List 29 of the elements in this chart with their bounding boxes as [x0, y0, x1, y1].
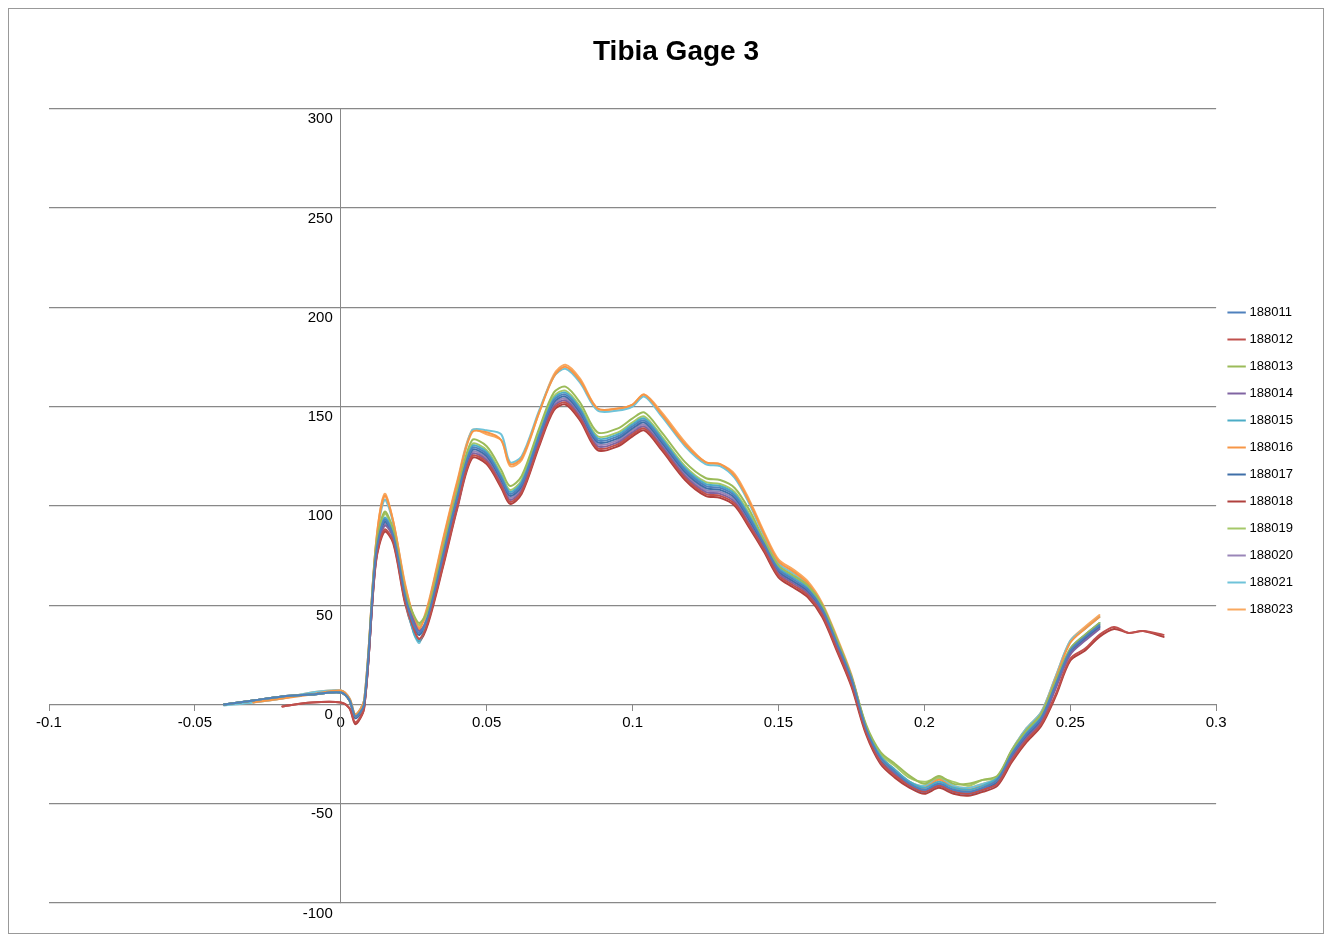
x-tick-label: 0.3	[1205, 712, 1227, 730]
x-tick-label: 0.2	[913, 712, 935, 730]
legend-label: 188019	[1249, 520, 1294, 536]
y-tick-label: 50	[316, 605, 333, 623]
legend-label: 188015	[1249, 412, 1294, 428]
x-tick-label: -0.05	[177, 712, 212, 730]
legend-label: 188014	[1249, 385, 1294, 401]
y-tick-label: 150	[307, 407, 333, 425]
legend-label: 188021	[1249, 574, 1294, 590]
legend-label: 188016	[1249, 439, 1294, 455]
legend-label: 188020	[1249, 547, 1294, 563]
legend-label: 188011	[1249, 304, 1293, 320]
y-tick-label: 100	[307, 506, 333, 524]
x-tick-label: 0.15	[763, 712, 794, 730]
x-tick-label: 0.05	[472, 712, 502, 730]
legend-label: 188023	[1249, 601, 1294, 617]
legend-label: 188018	[1249, 493, 1294, 509]
y-tick-label: -100	[302, 903, 333, 921]
x-tick-label: 0.1	[622, 712, 643, 730]
legend-label: 188013	[1249, 358, 1294, 374]
y-tick-label: 300	[307, 109, 333, 127]
legend-label: 188017	[1249, 466, 1294, 482]
y-tick-label: 250	[307, 208, 333, 226]
y-tick-label: 200	[307, 307, 333, 325]
legend-label: 188012	[1249, 331, 1294, 347]
x-tick-label: -0.1	[36, 712, 62, 730]
chart-title: Tibia Gage 3	[593, 34, 759, 66]
x-tick-label: 0.25	[1055, 712, 1085, 730]
y-tick-label: -50	[311, 804, 333, 822]
